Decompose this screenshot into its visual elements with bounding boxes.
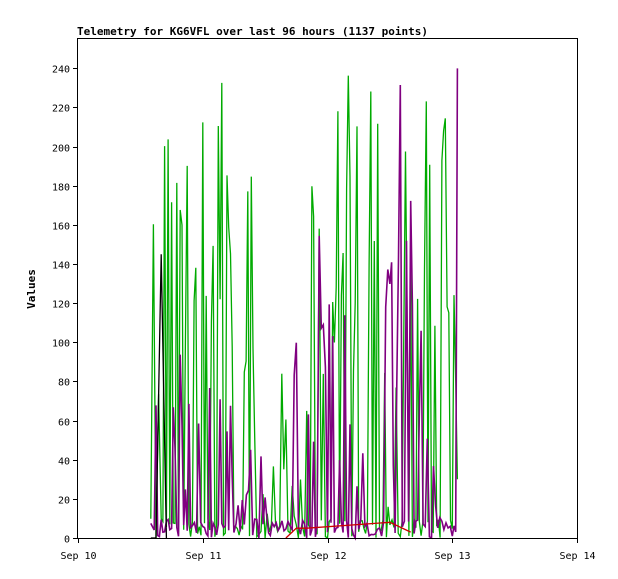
y-tick-label: 160: [52, 222, 70, 233]
x-tick-label: Sep 12: [310, 551, 346, 562]
x-tick-label: Sep 14: [559, 551, 595, 562]
y-axis: 0 20 40 60 80 100 120 140 160 180 200 220 240: [52, 65, 78, 546]
y-tick-label: 120: [52, 300, 70, 311]
y-tick-label: 40: [58, 457, 70, 468]
y-tick-label: 0: [64, 535, 70, 546]
series-layer: [150, 68, 459, 541]
y-tick-label: 20: [58, 496, 70, 507]
y-tick-label: 80: [58, 378, 70, 389]
y-tick-label: 140: [52, 261, 70, 272]
x-axis: Sep 10 Sep 11 Sep 12 Sep 13 Sep 14: [60, 538, 596, 562]
series-line-2: [150, 68, 459, 541]
y-tick-label: 100: [52, 339, 70, 350]
x-tick-label: Sep 11: [185, 551, 221, 562]
y-tick-label: 240: [52, 65, 70, 76]
y-axis-title: Values: [25, 269, 38, 309]
plot-frame: [77, 38, 578, 539]
y-tick-label: 60: [58, 418, 70, 429]
series-line-1: [150, 75, 459, 539]
y-tick-label: 180: [52, 183, 70, 194]
series-line-4: [285, 521, 411, 539]
x-tick-label: Sep 10: [60, 551, 96, 562]
x-tick-label: Sep 13: [434, 551, 470, 562]
y-tick-label: 220: [52, 104, 70, 115]
chart-title: Telemetry for KG6VFL over last 96 hours …: [77, 25, 428, 38]
y-tick-label: 200: [52, 144, 70, 155]
